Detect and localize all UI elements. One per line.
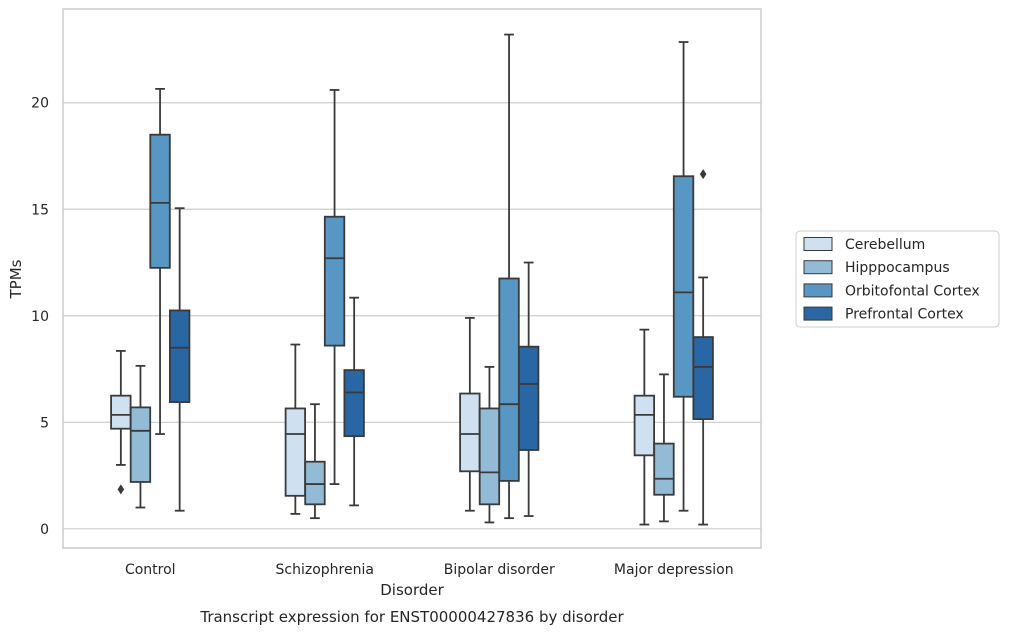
y-axis-ticks: 0 5 10 15 20 [31, 96, 49, 538]
box-1 [323, 89, 346, 485]
box-2 [478, 366, 501, 524]
y-tick-label: 20 [31, 96, 49, 112]
box-0 [129, 364, 152, 509]
legend-swatch [803, 283, 833, 298]
y-axis-title: TPMs [7, 259, 25, 299]
box-iqr [478, 407, 501, 506]
legend-swatch [803, 260, 833, 275]
box-iqr [692, 336, 714, 421]
box-iqr [518, 345, 540, 451]
series-cerebellum [110, 317, 655, 526]
x-tick-label: Schizophrenia [276, 562, 374, 578]
box-3 [653, 373, 675, 523]
x-tick-label: Control [125, 562, 176, 578]
box-3 [633, 328, 655, 526]
series-prefrontal-cortex [168, 169, 714, 526]
box-iqr [343, 369, 365, 438]
legend-swatch [803, 306, 833, 321]
x-axis-ticks: Control Schizophrenia Bipolar disorder Majo… [125, 562, 734, 578]
box-iqr [323, 215, 346, 347]
legend-swatch [803, 237, 833, 251]
box-1 [343, 296, 365, 507]
box-iqr [672, 175, 695, 398]
legend-label: Cerebellum [845, 237, 925, 253]
box-iqr [168, 309, 191, 403]
legend-label: Hipppocampus [845, 260, 950, 276]
legend-frame [795, 230, 1000, 328]
outlier-point [699, 169, 707, 180]
box-iqr [304, 460, 326, 506]
chart-title: Transcript expression for ENST0000042783… [199, 608, 624, 626]
box-1 [284, 343, 307, 515]
plot-frame [62, 8, 762, 549]
box-2 [459, 317, 481, 512]
box-iqr [284, 407, 307, 497]
y-tick-label: 5 [40, 415, 49, 431]
box-iqr [459, 392, 481, 473]
legend-label: Prefrontal Cortex [845, 307, 964, 323]
x-tick-label: Major depression [614, 562, 734, 578]
x-axis-title: Disorder [380, 581, 444, 599]
box-3 [692, 169, 714, 526]
box-2 [518, 261, 540, 517]
series-orbitofontal-cortex [149, 33, 695, 520]
series-hipppocampus [129, 364, 675, 524]
box-iqr [633, 394, 655, 457]
outlier-point [117, 484, 125, 495]
box-iqr [129, 406, 152, 483]
box-2 [498, 33, 520, 520]
box-iqr [110, 394, 132, 430]
box-series [110, 33, 714, 526]
box-iqr [653, 442, 675, 496]
y-tick-label: 0 [40, 522, 49, 538]
box-0 [168, 207, 191, 512]
box-iqr [149, 133, 171, 269]
box-1 [304, 403, 326, 520]
y-tick-label: 15 [31, 202, 49, 218]
box-iqr [498, 277, 520, 482]
box-0 [110, 350, 132, 495]
box-0 [149, 87, 171, 435]
legend: Cerebellum Hipppocampus Orbitofontal Corte… [795, 230, 1000, 328]
y-tick-label: 10 [31, 309, 49, 325]
box-3 [672, 41, 695, 512]
legend-label: Orbitofontal Cortex [845, 283, 980, 299]
x-tick-label: Bipolar disorder [444, 562, 555, 578]
